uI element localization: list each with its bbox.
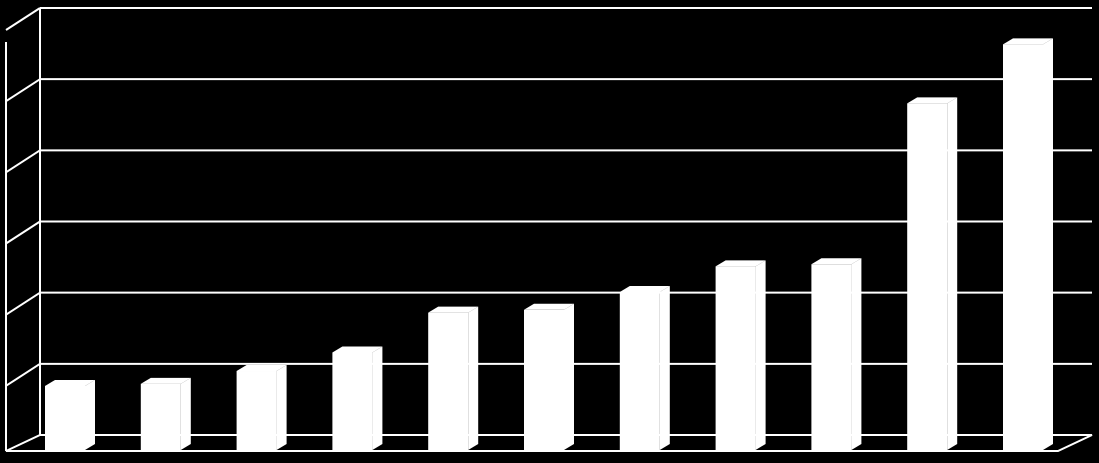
bar-front	[140, 383, 181, 450]
gridline-side	[5, 78, 41, 103]
gridline-side	[5, 220, 41, 245]
bar-side	[85, 379, 95, 450]
bar-front	[619, 292, 660, 450]
bar-top	[907, 97, 958, 104]
bar-side	[659, 286, 670, 450]
bar-top	[715, 260, 766, 267]
bar-top	[428, 306, 479, 313]
bar	[236, 365, 287, 450]
bar-series	[45, 38, 1053, 450]
bar	[45, 379, 95, 450]
bar-top	[811, 258, 862, 265]
bar	[428, 306, 479, 450]
bar-side	[564, 303, 574, 450]
bar-side	[180, 377, 191, 450]
bar-front	[236, 371, 277, 450]
bar-front	[332, 352, 373, 450]
bar-front	[811, 264, 852, 450]
bar-top	[619, 286, 670, 293]
bar-front	[428, 312, 469, 450]
bar	[619, 286, 670, 450]
bar	[715, 260, 766, 450]
bar	[524, 303, 574, 450]
bar-side	[372, 346, 383, 450]
bar-side	[755, 260, 766, 450]
bar-top	[236, 365, 287, 372]
bar-side	[276, 365, 287, 450]
bar-side	[1043, 38, 1053, 450]
bar-top	[332, 346, 383, 353]
bar-side	[851, 258, 862, 450]
bar	[811, 258, 862, 450]
bar-front	[1003, 44, 1043, 450]
floor	[5, 434, 1093, 452]
gridline-side	[5, 149, 41, 174]
bar-top	[140, 377, 191, 384]
bar-top	[1003, 38, 1053, 45]
bar-front	[907, 103, 948, 450]
bar	[332, 346, 383, 450]
bar	[1003, 38, 1053, 450]
bar-side	[468, 306, 479, 450]
gridline-side	[5, 7, 41, 31]
gridline-side	[5, 362, 41, 387]
bar-side	[947, 97, 958, 450]
bar	[907, 97, 958, 450]
bar-front	[715, 266, 756, 450]
bar-top	[45, 379, 95, 386]
bar-front	[45, 385, 85, 450]
gridline-side	[5, 291, 41, 316]
bar-top	[524, 303, 574, 310]
bar-front	[524, 309, 564, 450]
bar	[140, 377, 191, 450]
